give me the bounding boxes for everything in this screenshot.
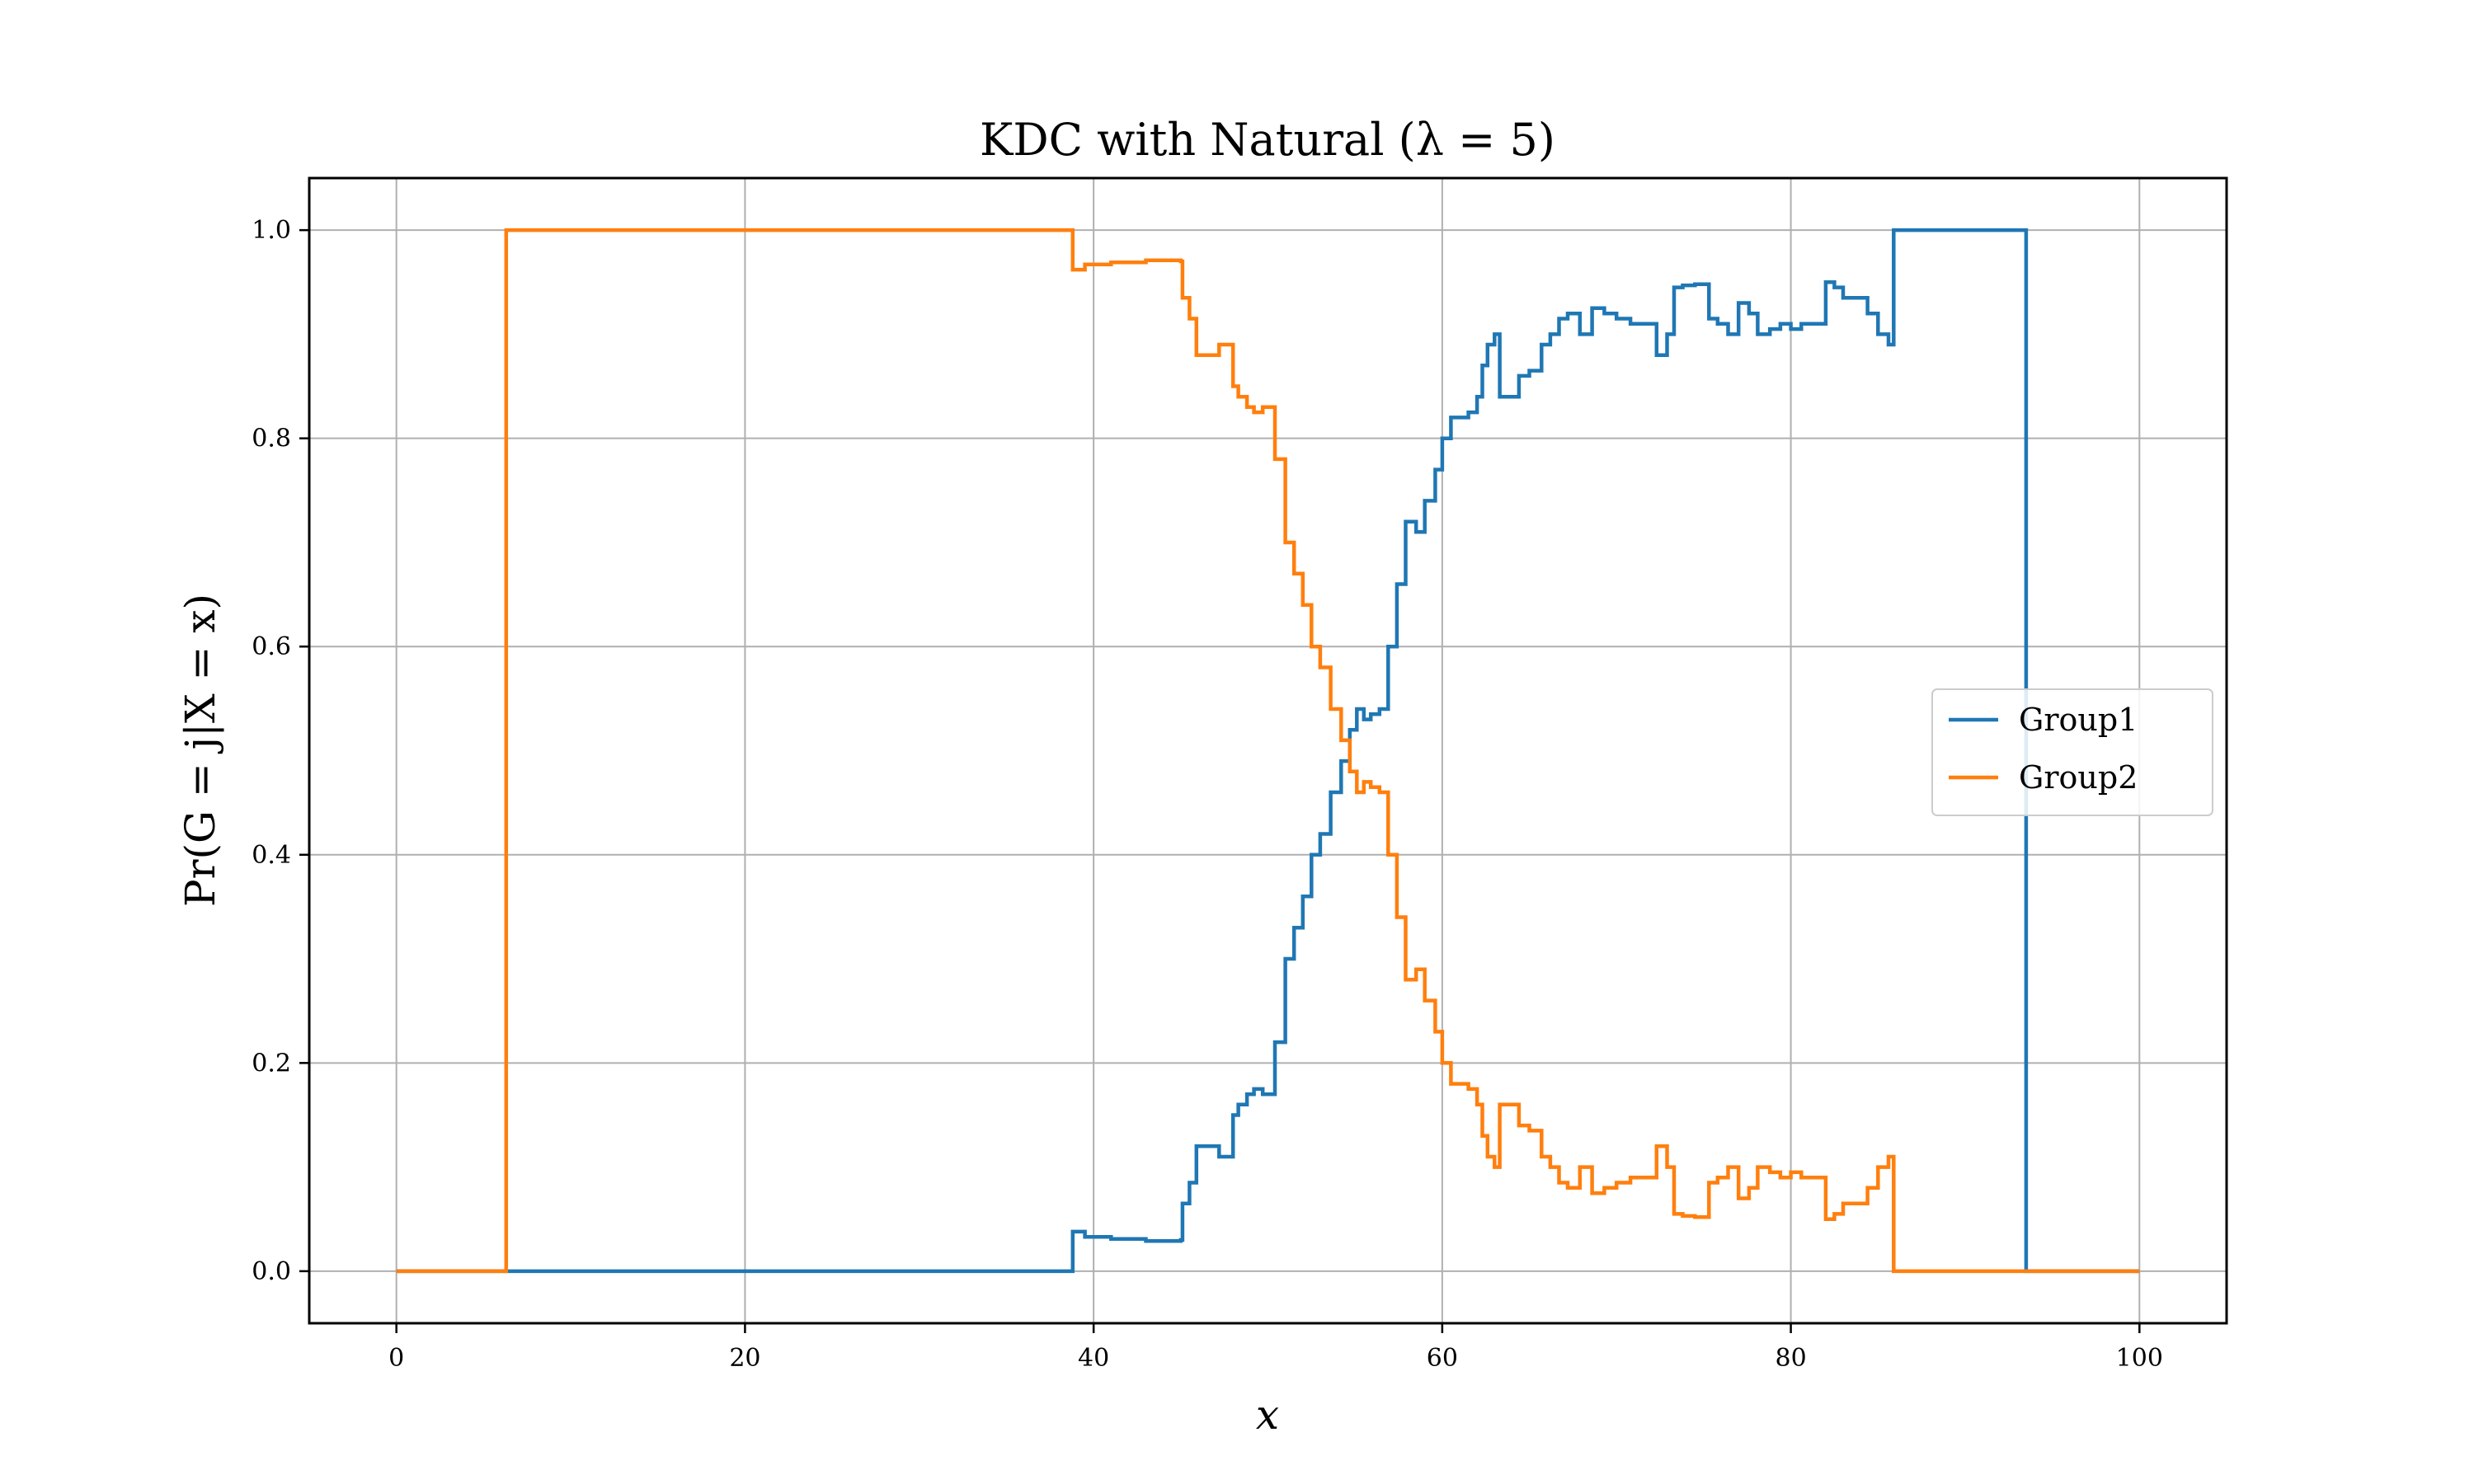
x-axis-ticks: 0 20 40 60 80 100 [388, 1323, 2163, 1373]
data-series [396, 228, 2140, 1274]
y-axis-label: Pr(G = j|X = x) [176, 594, 224, 907]
y-axis-ticks: 0.0 0.2 0.4 0.6 0.8 1.0 [252, 216, 309, 1286]
legend-box [1931, 688, 2213, 816]
legend-label-group2: Group2 [2019, 759, 2138, 796]
y-tick-label: 1.0 [252, 216, 291, 245]
x-tick-label: 100 [2116, 1344, 2163, 1373]
y-tick-label: 0.4 [252, 841, 291, 870]
plot-frame [308, 176, 2228, 1325]
legend: Group1 Group2 [1931, 688, 2213, 816]
chart-title: KDC with Natural (λ = 5) [980, 114, 1555, 166]
series-line-group2 [396, 228, 2140, 1274]
y-tick-label: 0.2 [252, 1049, 291, 1078]
y-tick-label: 0.8 [252, 425, 291, 453]
x-axis-label: x [1256, 1391, 1279, 1439]
series-line-group1 [396, 228, 2140, 1274]
legend-label-group1: Group1 [2019, 702, 2138, 738]
y-tick-label: 0.0 [252, 1257, 291, 1286]
x-tick-label: 60 [1427, 1344, 1458, 1373]
x-tick-label: 0 [388, 1344, 404, 1373]
x-tick-label: 20 [729, 1344, 760, 1373]
x-tick-label: 40 [1078, 1344, 1109, 1373]
x-tick-label: 80 [1775, 1344, 1806, 1373]
y-tick-label: 0.6 [252, 632, 291, 661]
